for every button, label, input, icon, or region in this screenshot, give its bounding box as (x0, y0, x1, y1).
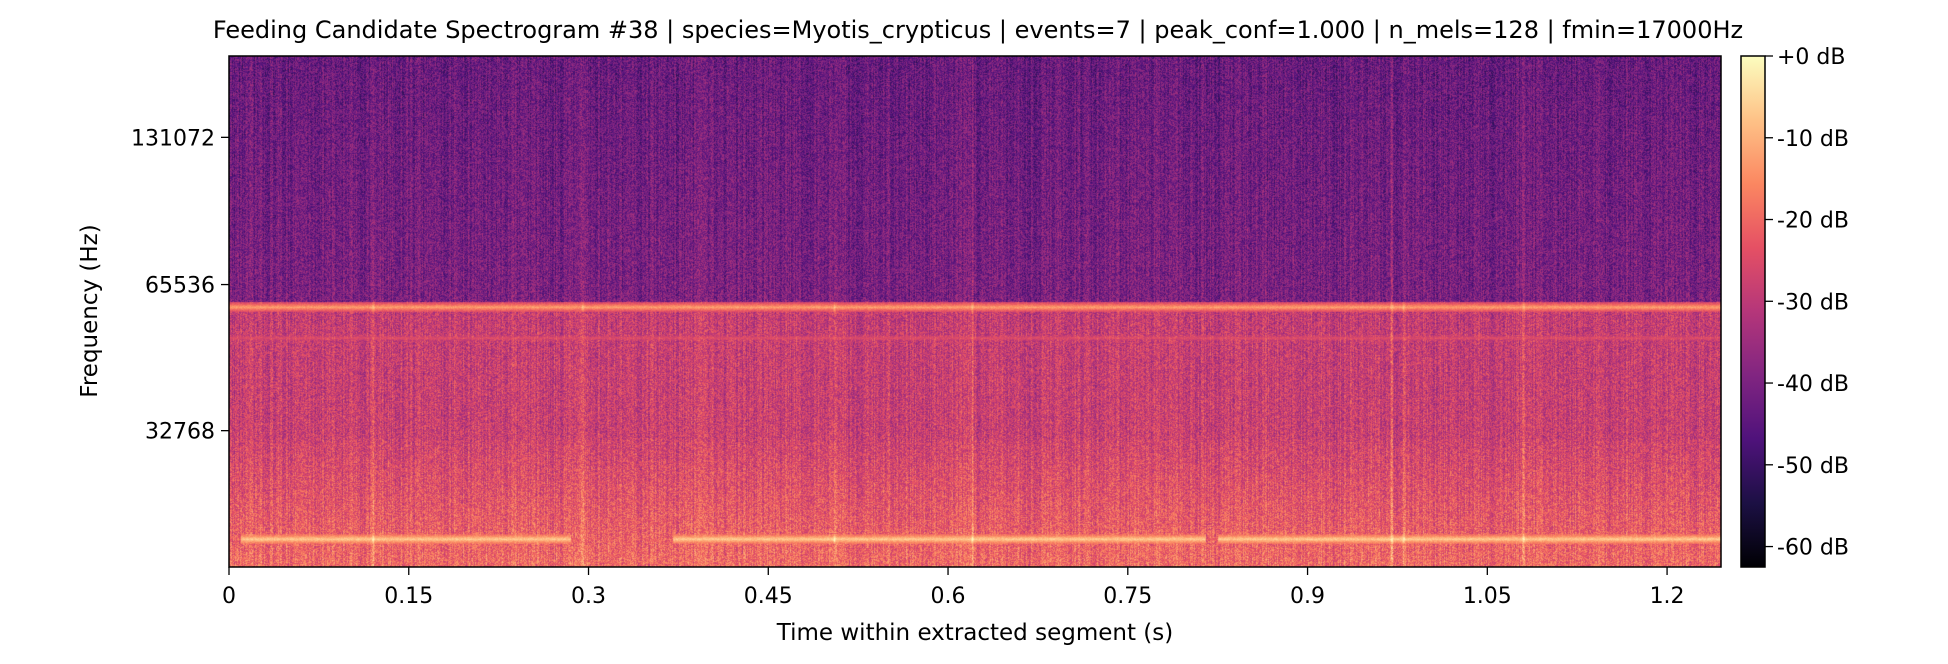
colorbar-gradient (1740, 55, 1766, 568)
y-axis-label: Frequency (Hz) (77, 224, 103, 397)
y-axis: 32768 65536 131072 (131, 126, 229, 445)
colorbar-tick-label: -10 dB (1777, 127, 1849, 152)
plot-area (228, 55, 1722, 568)
x-tick-label: 0.15 (384, 584, 433, 609)
colorbar-tick-label: -50 dB (1777, 454, 1849, 479)
colorbar-tick-label: -60 dB (1777, 536, 1849, 561)
x-axis-label: Time within extracted segment (s) (776, 620, 1173, 646)
y-tick-label: 32768 (145, 420, 215, 445)
colorbar: +0 dB -10 dB -20 dB -30 dB -40 dB -50 dB -60 d… (1740, 45, 1849, 568)
x-axis: 0 0.15 0.3 0.45 0.6 0.75 0.9 1.05 1.2 (222, 567, 1685, 609)
spectrogram-heatmap (229, 56, 1721, 567)
colorbar-tick-label: -40 dB (1777, 372, 1849, 397)
x-tick-label: 0.45 (744, 584, 793, 609)
x-tick-label: 0.75 (1103, 584, 1152, 609)
y-tick-label: 131072 (131, 126, 215, 151)
x-tick-label: 0.6 (931, 584, 966, 609)
y-tick-label: 65536 (145, 274, 215, 299)
x-tick-label: 0 (222, 584, 236, 609)
x-tick-label: 0.3 (571, 584, 606, 609)
x-tick-label: 0.9 (1290, 584, 1325, 609)
plot-frame (228, 55, 1722, 568)
colorbar-tick-label: -20 dB (1777, 209, 1849, 234)
x-tick-label: 1.05 (1463, 584, 1512, 609)
colorbar-tick-label: +0 dB (1777, 45, 1845, 70)
colorbar-tick-label: -30 dB (1777, 290, 1849, 315)
chart-title: Feeding Candidate Spectrogram #38 | spec… (213, 16, 1743, 44)
x-tick-label: 1.2 (1650, 584, 1685, 609)
